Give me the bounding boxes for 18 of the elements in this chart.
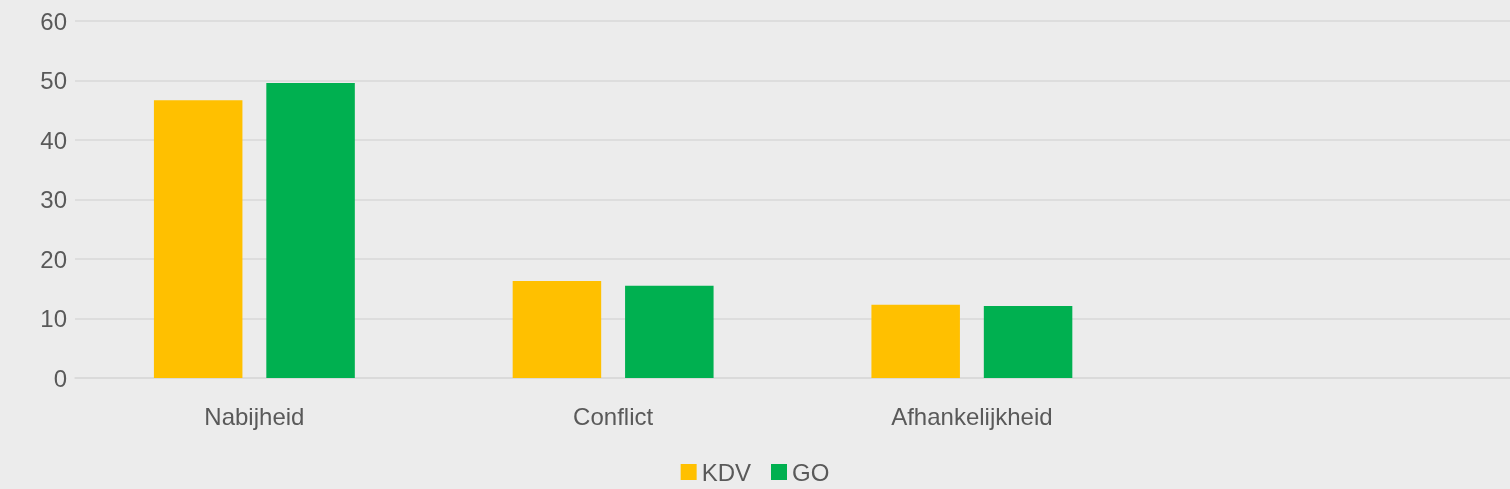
x-tick-label: Afhankelijkheid	[891, 402, 1053, 430]
bar	[512, 281, 602, 378]
y-tick-label: 20	[40, 245, 67, 273]
bar	[983, 306, 1073, 378]
y-tick-label: 60	[40, 7, 67, 35]
legend-label: KDV	[701, 458, 752, 486]
x-tick-label: Nabijheid	[204, 402, 305, 430]
y-tick-label: 50	[40, 67, 67, 94]
bar	[871, 304, 960, 378]
y-tick-label: 0	[53, 364, 67, 392]
x-tick-label: Conflict	[573, 402, 654, 430]
bar	[266, 82, 355, 378]
bar	[153, 100, 243, 378]
y-tick-label: 40	[40, 126, 67, 154]
y-tick-label: 10	[40, 305, 67, 332]
y-tick-label: 30	[40, 186, 67, 213]
bar	[625, 285, 714, 378]
legend-label: GO	[792, 458, 830, 486]
